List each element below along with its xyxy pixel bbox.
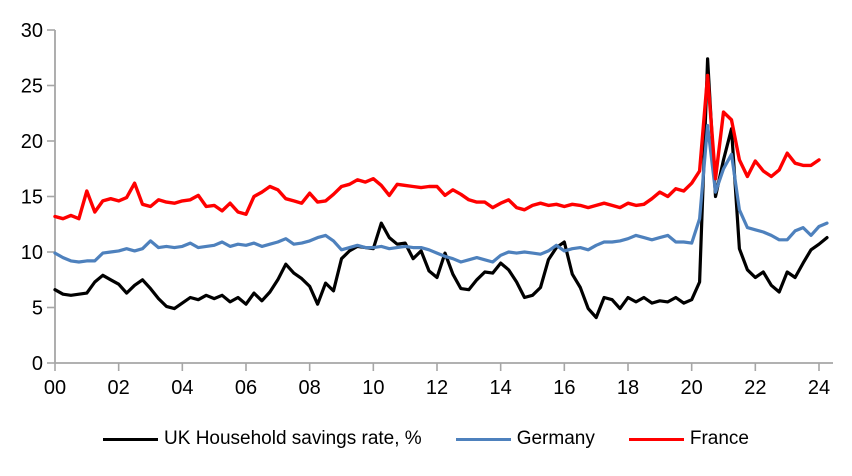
y-axis-tick-label: 5 [32,298,43,320]
chart-legend: UK Household savings rate, % Germany Fra… [0,428,852,450]
y-axis-tick-label: 25 [21,76,43,98]
legend-line-uk [103,437,159,442]
series-line-france [53,73,821,221]
legend-line-germany [455,437,511,442]
x-axis-tick-label: 02 [108,377,130,399]
y-axis-tick-label: 15 [21,187,43,209]
y-axis-tick-label: 30 [21,20,43,42]
x-axis-tick-label: 12 [426,377,448,399]
x-axis-tick-label: 04 [171,377,193,399]
x-axis-tick-label: 24 [808,377,830,399]
legend-item-france: France [628,428,749,450]
x-axis-tick-label: 16 [553,377,575,399]
chart-canvas: 0 5 10 15 20 25 30 00 02 04 06 08 10 12 14 16 18 20 22 24 [21,20,833,399]
x-axis-tick-label: 06 [235,377,257,399]
x-axis-tick-label: 18 [617,377,639,399]
legend-item-uk: UK Household savings rate, % [103,428,422,450]
legend-line-france [628,437,684,442]
y-axis-tick-label: 20 [21,131,43,153]
x-axis-tick-label: 08 [299,377,321,399]
x-axis-tick-label: 20 [681,377,703,399]
series-line-uk [53,57,829,320]
legend-label-germany: Germany [516,428,595,449]
series-line-germany [53,123,829,264]
legend-item-germany: Germany [455,428,595,450]
legend-label-france: France [689,428,749,449]
y-axis-tick-label: 10 [21,242,43,264]
x-axis-tick-label: 10 [362,377,384,399]
legend-label-uk: UK Household savings rate, % [164,428,422,449]
x-axis-tick-label: 14 [490,377,512,399]
x-axis-tick-label: 00 [44,377,66,399]
y-axis-tick-label: 0 [32,353,43,375]
x-axis-tick-label: 22 [744,377,766,399]
